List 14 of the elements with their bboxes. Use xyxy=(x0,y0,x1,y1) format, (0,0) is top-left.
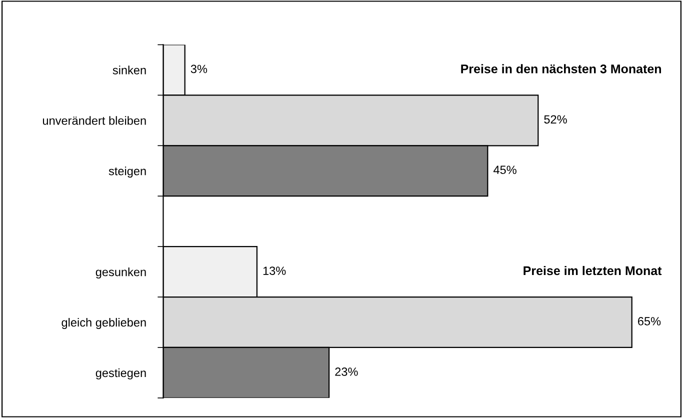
data-label: 13% xyxy=(263,266,286,275)
data-label: 23% xyxy=(335,368,358,376)
y-tick-label: unverändert bleiben xyxy=(42,116,146,125)
data-label: 65% xyxy=(638,317,661,326)
y-tick-label: sinken xyxy=(112,66,146,74)
data-label: 3% xyxy=(190,64,208,74)
y-tick-label: gleich geblieben xyxy=(62,318,146,329)
data-label: 52% xyxy=(544,115,567,124)
annotation: Preise im letzten Monat xyxy=(524,266,662,276)
y-tick-label: gesunken xyxy=(96,268,146,279)
data-label: 45% xyxy=(493,166,516,174)
y-tick-label: steigen xyxy=(108,166,146,178)
annotation: Preise in den nächsten 3 Monaten xyxy=(461,64,661,74)
y-tick-label: gestiegen xyxy=(96,368,146,380)
